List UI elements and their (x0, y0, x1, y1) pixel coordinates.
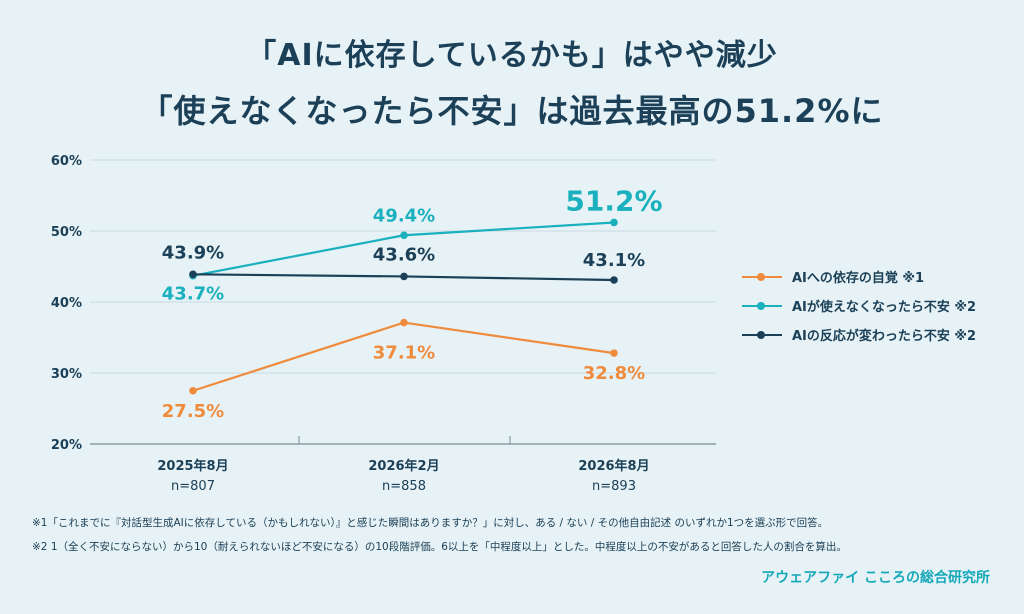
legend-swatch-dependence (742, 272, 782, 282)
x-axis-category-label: 2026年2月 (368, 458, 439, 474)
y-axis-tick-label: 60% (51, 154, 82, 169)
legend-item-unusable-anxiety: AIが使えなくなったら不安 ※2 (742, 291, 1022, 320)
footnote-2: ※2 1（全く不安にならない）から10（耐えられないほど不安になる）の10段階評… (32, 541, 847, 553)
data-label: 43.1% (583, 250, 645, 271)
legend-label-response-change-anxiety: AIの反応が変わったら不安 ※2 (792, 329, 977, 344)
y-axis-tick-label: 50% (51, 225, 82, 240)
data-point (189, 270, 197, 279)
legend-dot-response-change-anxiety (757, 330, 765, 339)
x-axis-category-label: 2026年8月 (578, 458, 649, 474)
legend-item-response-change-anxiety: AIの反応が変わったら不安 ※2 (742, 320, 1022, 349)
x-axis-sample-size-label: n=858 (382, 479, 426, 494)
data-point (400, 231, 408, 240)
data-label: 43.6% (373, 244, 435, 265)
data-point (189, 386, 197, 395)
chart-legend: AIへの依存の自覚 ※1 AIが使えなくなったら不安 ※2 AIの反応が変わった… (742, 262, 1022, 349)
brand-name: アウェアファイ こころの総合研究所 (761, 570, 990, 586)
x-axis-sample-size-label: n=893 (592, 479, 636, 494)
chart-title-line-1: 「AIに依存しているかも」はやや減少 (246, 38, 778, 73)
data-point (400, 272, 408, 281)
data-label: 49.4% (373, 205, 435, 226)
legend-dot-dependence (757, 272, 765, 281)
y-axis-tick-label: 30% (51, 367, 82, 382)
data-point (610, 276, 618, 284)
legend-dot-unusable-anxiety (757, 301, 765, 310)
chart-title-line-2: 「使えなくなったら不安」は過去最高の51.2%に (140, 92, 884, 130)
grid-lines (90, 159, 716, 445)
data-point (400, 318, 408, 327)
legend-label-unusable-anxiety: AIが使えなくなったら不安 ※2 (792, 300, 977, 315)
data-label: 32.8% (583, 363, 645, 384)
data-point (610, 349, 618, 357)
data-label: 27.5% (162, 401, 224, 422)
data-label: 51.2% (565, 184, 662, 217)
x-axis-sample-size-label: n=807 (171, 479, 215, 494)
y-axis-tick-label: 40% (51, 296, 82, 311)
legend-swatch-response-change-anxiety (742, 330, 782, 340)
data-label: 43.9% (162, 242, 224, 263)
x-axis-category-label: 2025年8月 (157, 458, 228, 474)
legend-item-dependence: AIへの依存の自覚 ※1 (742, 262, 1022, 291)
legend-swatch-unusable-anxiety (742, 301, 782, 311)
legend-label-dependence: AIへの依存の自覚 ※1 (792, 271, 925, 286)
data-label: 37.1% (373, 343, 435, 364)
y-axis-tick-label: 20% (51, 438, 82, 453)
data-point (610, 218, 618, 227)
data-label: 43.7% (162, 284, 224, 305)
footnote-1: ※1「これまでに『対話型生成AIに依存している（かもしれない）』と感じた瞬間はあ… (32, 517, 829, 529)
